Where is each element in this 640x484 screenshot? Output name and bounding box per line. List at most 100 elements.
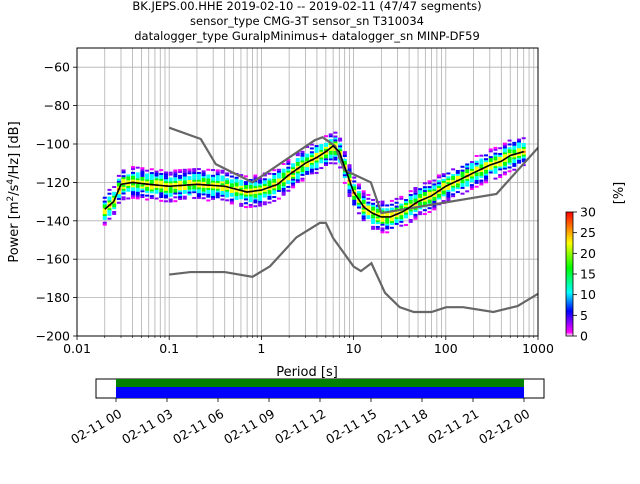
density-cell (441, 178, 446, 181)
density-cell (427, 191, 432, 194)
density-cell (460, 181, 465, 184)
density-cell (116, 180, 121, 183)
density-cell (488, 150, 493, 153)
density-cell (206, 178, 211, 181)
density-cell (432, 189, 437, 192)
x-tick-label: 1000 (522, 341, 554, 356)
x-tick-label: 10 (346, 341, 362, 356)
density-cell (427, 186, 432, 189)
density-cell (404, 206, 409, 209)
density-cell (305, 153, 310, 156)
density-cell (295, 152, 300, 155)
density-cell (371, 206, 376, 209)
density-cell (309, 164, 314, 167)
density-cell (375, 206, 380, 209)
density-cell (215, 190, 220, 193)
density-cell (145, 173, 150, 176)
density-cell (267, 201, 272, 204)
density-cell (441, 184, 446, 187)
density-cell (469, 178, 474, 181)
density-cell (517, 146, 522, 149)
density-cell (248, 205, 253, 208)
density-cell (460, 165, 465, 168)
density-cell (276, 197, 281, 200)
density-cell (484, 169, 489, 172)
timeline-tick-label: 02-11 09 (221, 406, 277, 447)
density-cell (262, 174, 267, 177)
y-tick-label: −180 (36, 290, 70, 305)
density-cell (196, 194, 201, 197)
density-cell (366, 193, 371, 196)
density-cell (451, 179, 456, 182)
density-cell (328, 139, 333, 142)
density-cell (262, 180, 267, 183)
density-cell (361, 211, 366, 214)
density-cell (229, 198, 234, 201)
density-cell (418, 193, 423, 196)
density-cell (455, 185, 460, 188)
density-cell (286, 182, 291, 185)
density-cell (239, 181, 244, 184)
density-cell (371, 222, 376, 225)
x-tick-label: 100 (434, 341, 458, 356)
density-cell (309, 143, 314, 146)
density-cell (126, 197, 131, 200)
density-cell (479, 158, 484, 161)
density-cell (196, 181, 201, 184)
density-cell (220, 192, 225, 195)
density-cell (375, 216, 380, 219)
density-cell (286, 170, 291, 173)
density-cell (385, 217, 390, 220)
density-cell (469, 166, 474, 169)
density-cell (135, 180, 140, 183)
density-cell (267, 191, 272, 194)
density-cell (474, 162, 479, 165)
density-cell (163, 194, 168, 197)
density-cell (507, 151, 512, 154)
density-cell (399, 207, 404, 210)
density-cell (262, 193, 267, 196)
density-cell (512, 155, 517, 158)
density-cell (413, 210, 418, 213)
density-cell (413, 192, 418, 195)
density-cell (488, 165, 493, 168)
density-cell (239, 193, 244, 196)
density-cell (455, 191, 460, 194)
density-cell (267, 182, 272, 185)
density-cell (408, 201, 413, 204)
density-cell (248, 188, 253, 191)
density-cell (295, 159, 300, 162)
density-cell (432, 204, 437, 207)
density-cell (375, 225, 380, 228)
density-cell (272, 174, 277, 177)
density-cell (460, 183, 465, 186)
y-tick-label: −200 (36, 329, 70, 344)
density-cell (418, 190, 423, 193)
density-cell (102, 206, 107, 209)
density-cell (121, 196, 126, 199)
density-cell (446, 182, 451, 185)
density-cell (211, 180, 216, 183)
density-cell (258, 185, 263, 188)
density-cell (465, 165, 470, 168)
density-cell (239, 185, 244, 188)
density-cell (140, 169, 145, 172)
density-cell (347, 195, 352, 198)
density-cell (465, 171, 470, 174)
density-cell (220, 198, 225, 201)
density-cell (474, 176, 479, 179)
density-cell (201, 179, 206, 182)
density-cell (488, 159, 493, 162)
density-cell (446, 193, 451, 196)
density-cell (243, 196, 248, 199)
density-cell (446, 187, 451, 190)
density-cell (126, 174, 131, 177)
density-cell (135, 189, 140, 192)
density-cell (380, 200, 385, 203)
density-cell (196, 189, 201, 192)
density-cell (418, 207, 423, 210)
density-cell (116, 174, 121, 177)
density-cell (342, 172, 347, 175)
density-cell (493, 152, 498, 155)
density-cell (192, 168, 197, 171)
